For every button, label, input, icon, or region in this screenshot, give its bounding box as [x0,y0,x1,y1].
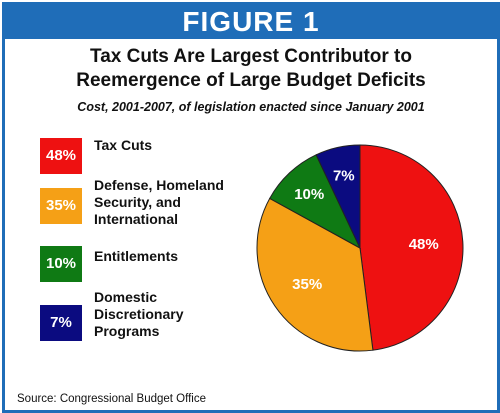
pie-slice-tax-cuts [359,144,464,351]
legend-label-line: Tax Cuts [94,137,153,153]
pie-label-domestic: 7% [333,168,355,185]
pie-label-tax-cuts: 48% [409,236,439,253]
legend-label-line: Domestic [94,289,158,305]
legend-label-line: Defense, Homeland [94,177,224,193]
legend-label-defense: Defense, Homeland Security, and Internat… [94,177,224,228]
pie-chart: 48% 35% 10% 7% [256,144,464,352]
chart-title-line-1: Tax Cuts Are Largest Contributor to [90,46,412,67]
chart-title-line-2: Reemergence of Large Budget Deficits [76,70,426,91]
legend-label-domestic: Domestic Discretionary Programs [94,289,183,340]
legend-swatch-domestic: 7% [40,305,82,341]
pie-slice-defense [256,197,374,352]
legend-swatch-tax-cuts: 48% [40,138,82,174]
legend-swatch-defense: 35% [40,188,82,224]
source-note: Source: Congressional Budget Office [17,393,207,405]
chart-title: Tax Cuts Are Largest Contributor to Reem… [5,45,497,93]
legend-label-tax-cuts: Tax Cuts [94,137,152,154]
pie-label-entitlements: 10% [294,186,324,203]
legend-label-line: Entitlements [94,248,179,264]
chart-subtitle: Cost, 2001-2007, of legislation enacted … [77,100,425,114]
legend-label-line: Security, and [94,194,181,210]
legend-label-entitlements: Entitlements [94,248,178,265]
legend-label-line: Discretionary [94,306,184,322]
legend-swatch-entitlements: 10% [40,246,82,282]
figure-banner: FIGURE 1 [5,5,497,39]
legend-label-line: Programs [94,323,160,339]
pie-slice-domestic [315,144,361,249]
legend-label-line: International [94,211,179,227]
pie-label-defense: 35% [292,276,322,293]
